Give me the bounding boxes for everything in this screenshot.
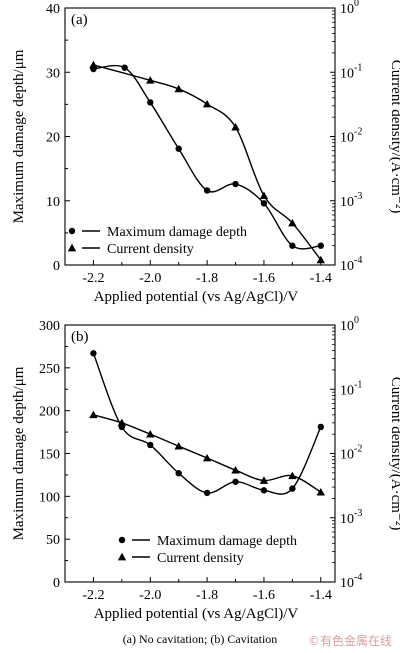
current-density-point bbox=[89, 410, 98, 419]
damage-depth-point bbox=[147, 99, 154, 106]
y-right-tick-label: 10-1 bbox=[340, 62, 362, 81]
y-left-tick-label: 100 bbox=[39, 490, 60, 505]
y-right-axis-label: Current density/(A·cm⁻²) bbox=[388, 60, 400, 214]
damage-depth-point bbox=[121, 64, 128, 71]
x-axis-label: Applied potential (vs Ag/AgCl)/V bbox=[94, 289, 299, 305]
legend-entry-label: Current density bbox=[157, 551, 244, 566]
x-tick-label: -2.0 bbox=[139, 588, 161, 603]
y-right-tick-label: 10-3 bbox=[340, 508, 362, 527]
current-density-point bbox=[259, 191, 269, 200]
y-left-axis-label: Maximum damage depth/μm bbox=[11, 49, 27, 223]
damage-depth-point bbox=[232, 478, 239, 485]
y-left-axis-label: Maximum damage depth/μm bbox=[11, 366, 27, 540]
current-density-point bbox=[146, 76, 155, 84]
damage-depth-point bbox=[147, 441, 154, 449]
current-density-curve bbox=[93, 64, 322, 261]
chart-panel-b: (b) -2.2 -2.0 -1.8 -1.6 -1.4 Applied potential… bbox=[11, 315, 400, 622]
y-right-tick-label: 10-2 bbox=[340, 444, 362, 463]
y-left-tick-label: 200 bbox=[39, 405, 60, 420]
damage-depth-curve bbox=[93, 64, 321, 250]
legend: Maximum damage depth Current density bbox=[117, 534, 297, 566]
damage-depth-point bbox=[260, 487, 268, 494]
y-left-tick-label: 0 bbox=[53, 576, 60, 591]
current-density-point bbox=[174, 84, 183, 93]
x-axis-label: Applied potential (vs Ag/AgCl)/V bbox=[94, 606, 299, 622]
damage-depth-point bbox=[90, 350, 97, 357]
current-density-point bbox=[117, 418, 127, 427]
current-density-point bbox=[316, 487, 325, 496]
y-right-tick-label: 100 bbox=[340, 315, 359, 334]
panel-label: (a) bbox=[71, 12, 88, 28]
damage-depth-point bbox=[203, 489, 211, 497]
legend-triangle-marker bbox=[67, 243, 77, 252]
panel-label: (b) bbox=[71, 329, 89, 345]
damage-depth-point bbox=[175, 470, 182, 477]
x-tick-label: -2.2 bbox=[82, 588, 104, 603]
y-left-tick-label: 300 bbox=[39, 319, 60, 334]
y-left-tick-label: 20 bbox=[46, 131, 60, 146]
x-tick-label: -1.4 bbox=[310, 271, 332, 286]
figure-caption: (a) No cavitation; (b) Cavitation bbox=[122, 632, 278, 646]
y-left-tick-label: 0 bbox=[53, 259, 60, 274]
x-tick-label: -1.4 bbox=[310, 588, 332, 603]
legend-entry-label: Current density bbox=[107, 242, 194, 257]
y-right-tick-label: 10-4 bbox=[340, 572, 362, 591]
current-density-point bbox=[174, 441, 183, 450]
damage-depth-point bbox=[232, 180, 239, 188]
legend: Maximum damage depth Current density bbox=[67, 225, 247, 257]
damage-depth-point bbox=[317, 242, 324, 249]
x-tick-label: -1.8 bbox=[196, 588, 218, 603]
y-left-tick-label: 10 bbox=[46, 195, 60, 210]
watermark: ©有色金属在线 bbox=[307, 634, 392, 648]
x-tick-label: -1.6 bbox=[253, 271, 275, 286]
legend-circle-marker bbox=[68, 227, 76, 235]
current-density-point bbox=[259, 476, 269, 484]
x-tick-label: -2.2 bbox=[82, 271, 104, 286]
current-density-point bbox=[231, 122, 240, 131]
current-density-point bbox=[288, 218, 297, 227]
current-density-point bbox=[288, 471, 297, 480]
x-tick-label: -2.0 bbox=[139, 271, 161, 286]
current-density-point bbox=[202, 99, 212, 108]
current-density-point bbox=[202, 453, 212, 462]
damage-depth-point bbox=[175, 145, 182, 152]
legend-entry-label: Maximum damage depth bbox=[107, 225, 247, 240]
y-right-axis-label: Current density/(A·cm⁻²) bbox=[388, 377, 400, 531]
y-left-tick-label: 40 bbox=[46, 2, 60, 17]
legend-circle-marker bbox=[118, 536, 126, 544]
current-density-point bbox=[231, 465, 240, 474]
y-right-tick-label: 10-3 bbox=[340, 191, 362, 210]
current-density-point bbox=[146, 429, 155, 438]
y-left-tick-label: 30 bbox=[46, 66, 60, 81]
y-right-tick-label: 10-4 bbox=[340, 255, 362, 274]
current-density-point bbox=[89, 60, 98, 69]
damage-depth-point bbox=[289, 485, 296, 492]
y-left-tick-label: 250 bbox=[39, 362, 60, 377]
y-right-tick-label: 10-2 bbox=[340, 127, 362, 146]
damage-depth-point bbox=[203, 187, 211, 194]
chart-panel-a: (a) -2.2 -2.0 -1.8 -1.6 -1.4 Applied potential… bbox=[11, 0, 400, 305]
damage-depth-point bbox=[317, 423, 324, 431]
x-tick-label: -1.6 bbox=[253, 588, 275, 603]
legend-triangle-marker bbox=[117, 552, 127, 561]
damage-depth-point bbox=[260, 200, 268, 207]
damage-depth-point bbox=[289, 242, 296, 249]
current-density-point bbox=[316, 255, 325, 264]
damage-depth-curve bbox=[92, 353, 322, 495]
x-tick-label: -1.8 bbox=[196, 271, 218, 286]
current-density-curve bbox=[93, 414, 322, 493]
y-right-tick-label: 100 bbox=[340, 0, 359, 17]
legend-entry-label: Maximum damage depth bbox=[157, 534, 297, 549]
y-right-tick-label: 10-1 bbox=[340, 379, 362, 398]
y-left-tick-label: 50 bbox=[46, 533, 60, 548]
y-left-tick-label: 150 bbox=[39, 448, 60, 463]
